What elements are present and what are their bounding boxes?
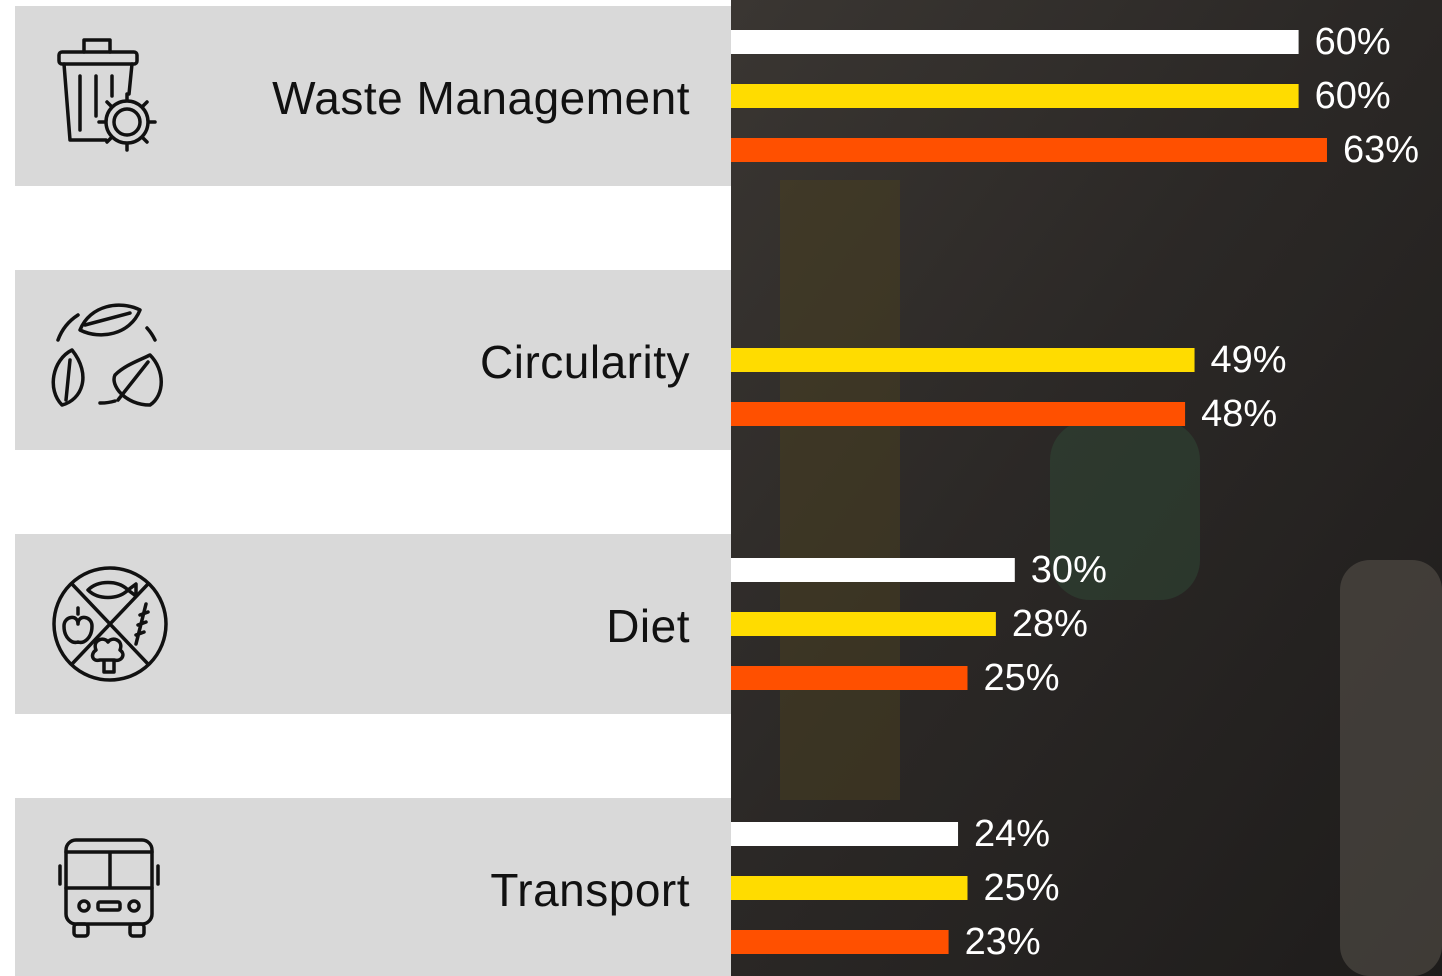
category-label: Circularity: [480, 336, 690, 388]
bar: [731, 348, 1195, 372]
bar: [731, 666, 968, 690]
bar: [731, 876, 968, 900]
bar: [731, 822, 958, 846]
bar: [731, 930, 949, 954]
bar: [731, 612, 996, 636]
category-label: Transport: [490, 864, 690, 916]
value-label: 49%: [1211, 339, 1287, 381]
value-label: 25%: [984, 657, 1060, 699]
photo-shape: [1340, 560, 1442, 976]
bar: [731, 30, 1299, 54]
value-label: 25%: [984, 867, 1060, 909]
category-panels: [15, 6, 731, 976]
value-label: 28%: [1012, 603, 1088, 645]
value-label: 24%: [974, 813, 1050, 855]
bar: [731, 138, 1327, 162]
photo-shape: [780, 180, 900, 800]
value-label: 30%: [1031, 549, 1107, 591]
value-label: 60%: [1315, 75, 1391, 117]
bar: [731, 558, 1015, 582]
bar: [731, 402, 1185, 426]
value-label: 63%: [1343, 129, 1419, 171]
category-label: Waste Management: [272, 72, 690, 124]
bar: [731, 84, 1299, 108]
value-label: 48%: [1201, 393, 1277, 435]
value-label: 60%: [1315, 21, 1391, 63]
category-label: Diet: [606, 600, 690, 652]
value-label: 23%: [965, 921, 1041, 963]
chart: Waste Management 60% 60% 63% Circularity 49% 4…: [0, 0, 1442, 976]
